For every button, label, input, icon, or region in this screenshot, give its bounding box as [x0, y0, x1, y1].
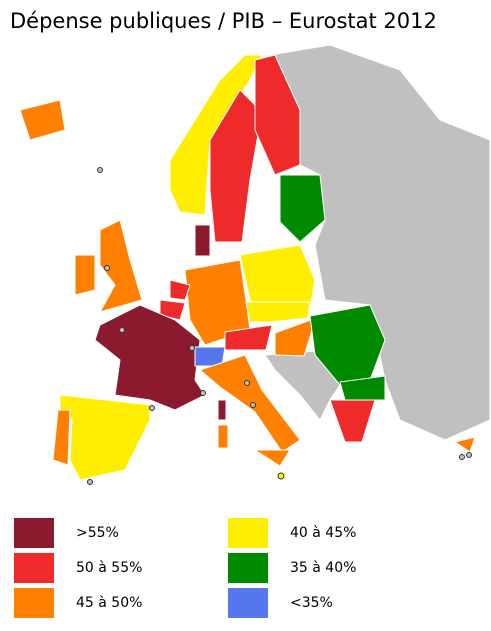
portugal [52, 409, 71, 466]
netherlands [169, 279, 191, 301]
czechia-slovakia [245, 301, 311, 323]
legend-label: >55% [76, 525, 119, 541]
finland [254, 54, 301, 176]
poland [239, 244, 316, 316]
sardinia [217, 424, 229, 449]
bulgaria [339, 375, 386, 401]
legend-swatch [14, 553, 54, 583]
france [94, 304, 206, 411]
small-states [87, 167, 472, 485]
belgium [159, 299, 186, 321]
uk [98, 219, 143, 313]
legend-swatch [228, 588, 268, 618]
legend-swatch [228, 518, 268, 548]
denmark [194, 224, 211, 257]
iceland [19, 99, 66, 141]
legend-swatch [228, 553, 268, 583]
cyprus [453, 436, 476, 453]
austria [224, 324, 273, 351]
italy [199, 354, 301, 453]
legend-label: <35% [290, 595, 333, 611]
map [19, 44, 491, 485]
sweden [209, 89, 263, 243]
legend: >55% 50 à 55% 45 à 50% 40 à 45% 35 à 40% <35% [14, 518, 356, 618]
legend-label: 50 à 55% [76, 560, 142, 576]
legend-label: 35 à 40% [290, 560, 356, 576]
hungary [274, 317, 317, 357]
legend-label: 45 à 50% [76, 595, 142, 611]
ireland [74, 254, 96, 296]
sicily [253, 449, 291, 467]
legend-label: 40 à 45% [290, 525, 356, 541]
spain [59, 394, 151, 481]
corsica [217, 399, 227, 421]
greece [329, 399, 376, 443]
baltics [279, 174, 326, 243]
legend-swatch [14, 518, 54, 548]
title: Dépense publiques / PIB – Eurostat 2012 [10, 9, 437, 33]
legend-swatch [14, 588, 54, 618]
